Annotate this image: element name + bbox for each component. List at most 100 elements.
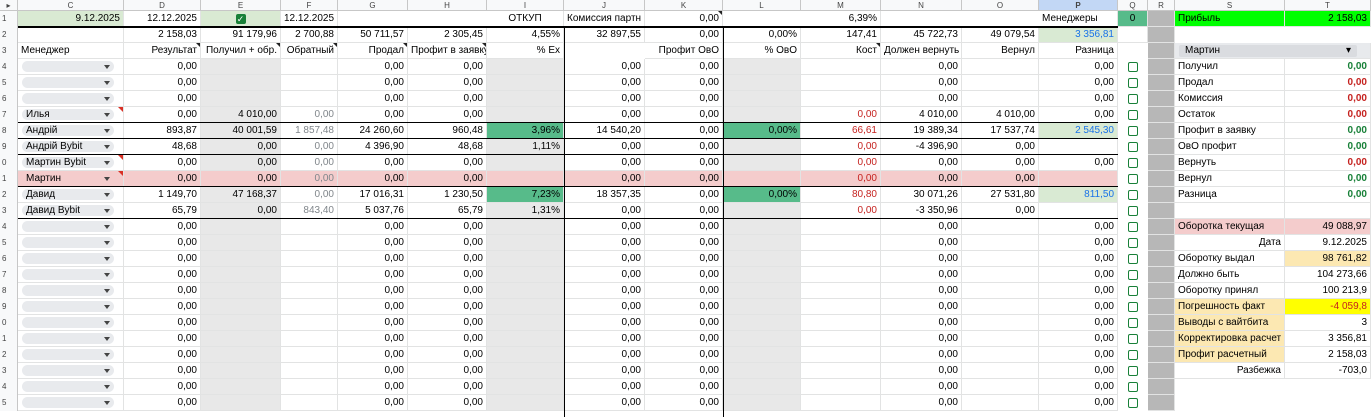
- turnover-value[interactable]: 2 158,03: [1285, 347, 1371, 363]
- header-C[interactable]: Менеджер: [18, 43, 124, 59]
- total-I[interactable]: 4,55%: [487, 27, 564, 43]
- cell-R14[interactable]: [1148, 219, 1175, 235]
- empty-D[interactable]: 0,00: [124, 315, 201, 331]
- empty-I[interactable]: [487, 267, 564, 283]
- empty-F[interactable]: [281, 299, 338, 315]
- row-checkbox[interactable]: [1128, 142, 1138, 152]
- manager-dropdown[interactable]: Мартин: [22, 173, 114, 184]
- row-checkbox[interactable]: [1128, 222, 1138, 232]
- empty-D[interactable]: 0,00: [124, 235, 201, 251]
- turnover-label[interactable]: Корректировка расчет: [1175, 331, 1285, 347]
- turnover-value[interactable]: 49 088,97: [1285, 219, 1371, 235]
- people-J[interactable]: 0,00: [564, 91, 645, 107]
- summary-value[interactable]: 0,00: [1285, 171, 1371, 187]
- manager-dropdown[interactable]: [22, 317, 114, 328]
- empty-E[interactable]: [201, 251, 281, 267]
- manager-dropdown[interactable]: [22, 333, 114, 344]
- turnover-value[interactable]: -703,0: [1285, 363, 1371, 379]
- summary-label[interactable]: Продал: [1175, 75, 1285, 91]
- empty-O[interactable]: [962, 363, 1039, 379]
- people-F[interactable]: [281, 59, 338, 75]
- empty-C[interactable]: [18, 299, 124, 315]
- empty-J[interactable]: 0,00: [564, 331, 645, 347]
- empty-L[interactable]: [723, 235, 801, 251]
- empty-P[interactable]: 0,00: [1039, 235, 1118, 251]
- people-P[interactable]: 0,00: [1039, 75, 1118, 91]
- empty-E[interactable]: [201, 299, 281, 315]
- empty-O[interactable]: [962, 331, 1039, 347]
- people-O[interactable]: 0,00: [962, 139, 1039, 155]
- header-F[interactable]: Обратный: [281, 43, 338, 59]
- managers-label[interactable]: Менеджеры: [1039, 11, 1118, 27]
- people-E[interactable]: [201, 91, 281, 107]
- empty-J[interactable]: 0,00: [564, 347, 645, 363]
- people-I[interactable]: [487, 171, 564, 187]
- people-M[interactable]: [801, 91, 881, 107]
- people-H[interactable]: 960,48: [408, 123, 487, 139]
- manager-dropdown[interactable]: Мартин Bybit: [22, 157, 114, 168]
- empty-C[interactable]: [18, 267, 124, 283]
- total-N[interactable]: 45 722,73: [881, 27, 962, 43]
- row-header[interactable]: 6: [0, 91, 18, 107]
- column-header-C[interactable]: C: [18, 0, 124, 11]
- row-header[interactable]: 1: [0, 331, 18, 347]
- people-K[interactable]: 0,00: [645, 139, 723, 155]
- empty-C[interactable]: [18, 235, 124, 251]
- people-L[interactable]: 0,00%: [723, 123, 801, 139]
- cell-R3[interactable]: [1148, 43, 1175, 59]
- people-G[interactable]: 0,00: [338, 75, 408, 91]
- cell-C2[interactable]: [18, 27, 124, 43]
- empty-N[interactable]: 0,00: [881, 235, 962, 251]
- turnover-value[interactable]: 3: [1285, 315, 1371, 331]
- summary-value[interactable]: 0,00: [1285, 155, 1371, 171]
- people-N[interactable]: 0,00: [881, 155, 962, 171]
- people-P[interactable]: [1039, 139, 1118, 155]
- empty-C[interactable]: [18, 315, 124, 331]
- total-L[interactable]: 0,00%: [723, 27, 801, 43]
- column-header-J[interactable]: J: [564, 0, 645, 11]
- empty-F[interactable]: [281, 331, 338, 347]
- empty-M[interactable]: [801, 219, 881, 235]
- people-M[interactable]: [801, 59, 881, 75]
- manager-dropdown[interactable]: [22, 253, 114, 264]
- turnover-value[interactable]: 3 356,81: [1285, 331, 1371, 347]
- empty-M[interactable]: [801, 347, 881, 363]
- people-P[interactable]: [1039, 171, 1118, 187]
- empty-G[interactable]: 0,00: [338, 347, 408, 363]
- empty-F[interactable]: [281, 363, 338, 379]
- people-G[interactable]: 0,00: [338, 155, 408, 171]
- empty-L[interactable]: [723, 267, 801, 283]
- empty-P[interactable]: 0,00: [1039, 315, 1118, 331]
- total-J[interactable]: 32 897,55: [564, 27, 645, 43]
- people-N[interactable]: 0,00: [881, 91, 962, 107]
- turnover-value[interactable]: -4 059,8: [1285, 299, 1371, 315]
- header-D[interactable]: Результат: [124, 43, 201, 59]
- empty-N[interactable]: 0,00: [881, 315, 962, 331]
- empty-N[interactable]: 0,00: [881, 347, 962, 363]
- people-D[interactable]: 0,00: [124, 91, 201, 107]
- empty-F[interactable]: [281, 235, 338, 251]
- summary-label[interactable]: Получил: [1175, 59, 1285, 75]
- people-F[interactable]: 0,00: [281, 155, 338, 171]
- people-I[interactable]: [487, 91, 564, 107]
- row-header[interactable]: 9: [0, 299, 18, 315]
- empty-K[interactable]: 0,00: [645, 267, 723, 283]
- people-M[interactable]: 0,00: [801, 203, 881, 219]
- empty-P[interactable]: 0,00: [1039, 267, 1118, 283]
- empty-D[interactable]: 0,00: [124, 219, 201, 235]
- total-H[interactable]: 2 305,45: [408, 27, 487, 43]
- row-checkbox[interactable]: [1128, 190, 1138, 200]
- people-K[interactable]: 0,00: [645, 123, 723, 139]
- cell-R5[interactable]: [1148, 75, 1175, 91]
- people-P[interactable]: 0,00: [1039, 155, 1118, 171]
- empty-D[interactable]: 0,00: [124, 299, 201, 315]
- empty-J[interactable]: 0,00: [564, 267, 645, 283]
- people-O[interactable]: 27 531,80: [962, 187, 1039, 203]
- empty-G[interactable]: 0,00: [338, 331, 408, 347]
- row-checkbox[interactable]: [1128, 158, 1138, 168]
- people-I[interactable]: 7,23%: [487, 187, 564, 203]
- cell-R15[interactable]: [1148, 235, 1175, 251]
- summary-value[interactable]: 0,00: [1285, 123, 1371, 139]
- summary-label[interactable]: ОвО профит: [1175, 139, 1285, 155]
- people-L[interactable]: [723, 171, 801, 187]
